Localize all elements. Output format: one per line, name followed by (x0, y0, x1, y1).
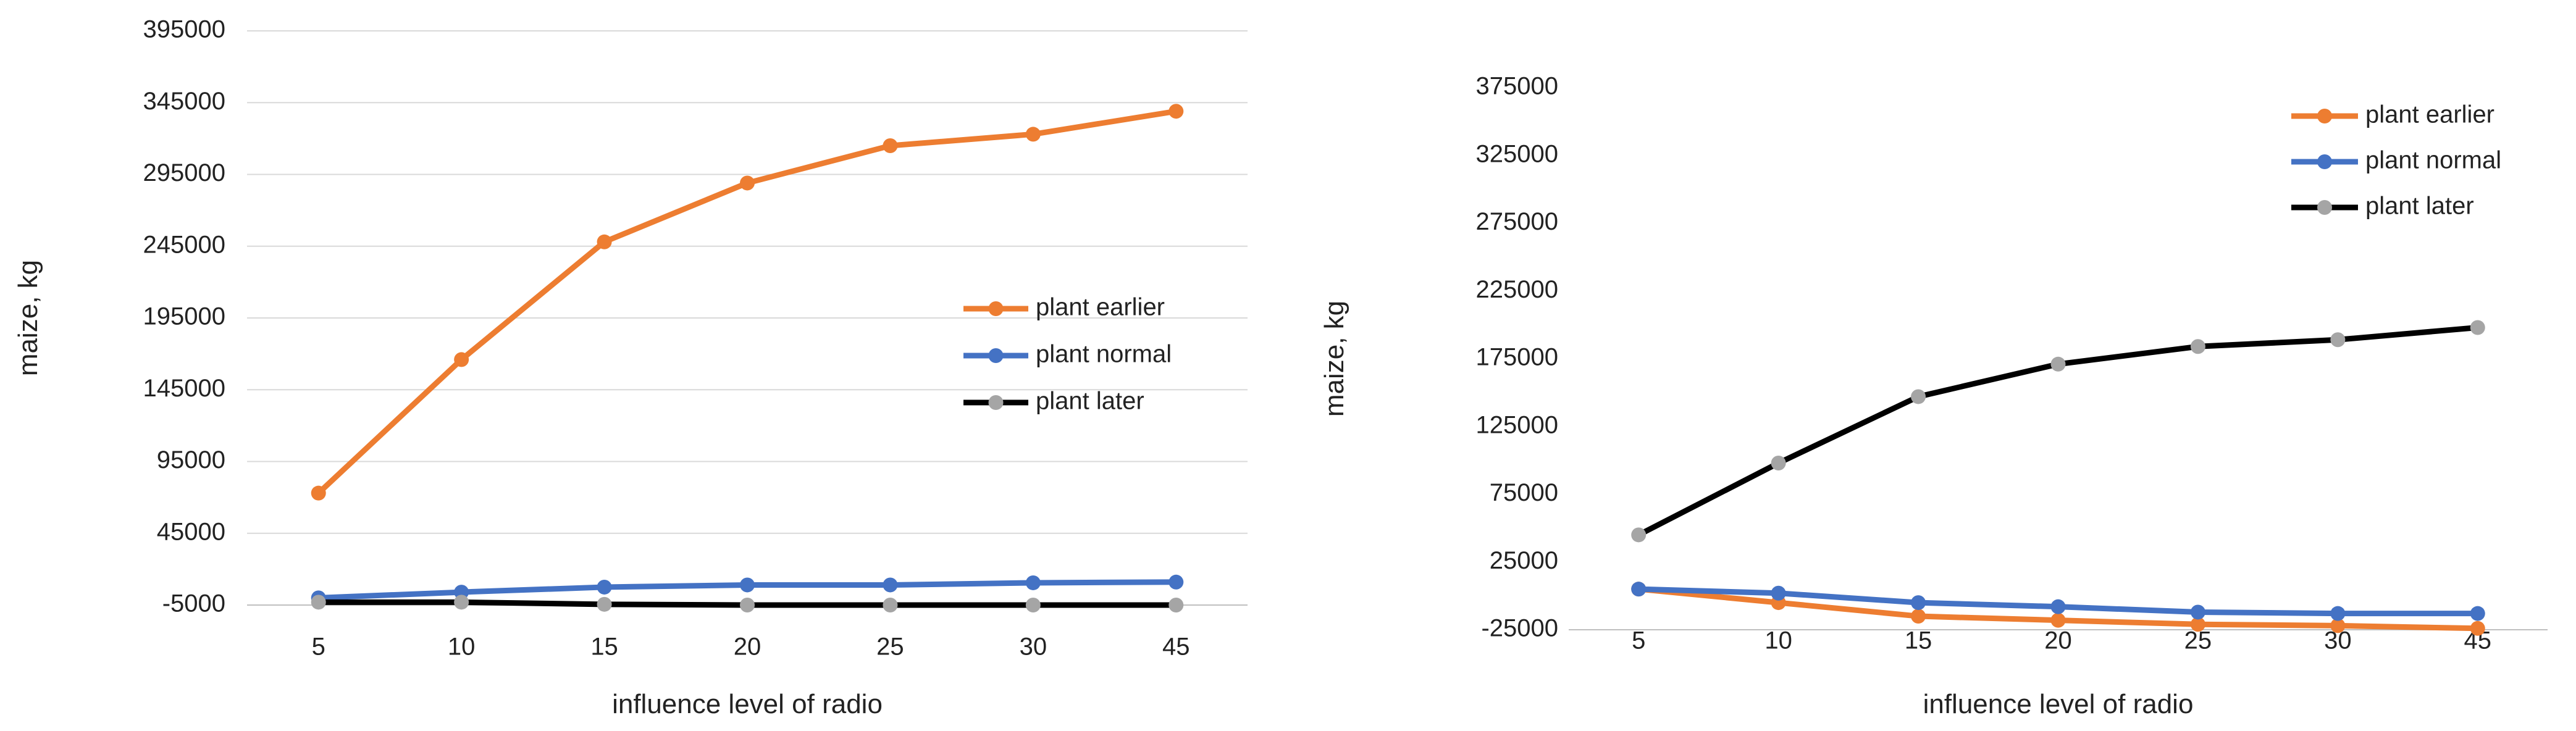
y-tick-label: 25000 (1490, 547, 1558, 574)
data-point-plant-earlier (454, 352, 469, 367)
y-tick-label: 245000 (143, 231, 225, 258)
legend-label-plant-later: plant later (1036, 388, 1144, 415)
legend-label-plant-earlier: plant earlier (2365, 101, 2494, 128)
data-point-plant-earlier (1168, 104, 1184, 119)
y-tick-label: 145000 (143, 375, 225, 402)
x-tick-label: 20 (2044, 627, 2072, 654)
y-tick-label: 275000 (1476, 208, 1558, 235)
data-point-plant-later (1168, 598, 1184, 612)
y-axis-title: maize, kg (1319, 301, 1349, 417)
legend-label-plant-normal: plant normal (1036, 341, 1172, 368)
x-tick-label: 15 (1905, 627, 1932, 654)
y-tick-label: 45000 (157, 518, 225, 545)
legend-marker-plant-later (2317, 200, 2332, 215)
data-point-plant-normal (2190, 604, 2205, 620)
data-point-plant-normal (2330, 606, 2346, 621)
data-point-plant-earlier (2330, 618, 2346, 633)
legend-marker-plant-earlier (988, 301, 1004, 316)
data-point-plant-later (454, 595, 469, 610)
data-point-plant-later (1911, 389, 1926, 404)
x-tick-label: 10 (448, 633, 476, 661)
data-point-plant-earlier (311, 485, 326, 501)
data-point-plant-earlier (1025, 127, 1041, 142)
x-axis-title: influence level of radio (1923, 689, 2194, 719)
x-tick-label: 5 (1632, 627, 1645, 654)
y-tick-label: 195000 (143, 303, 225, 330)
data-point-plant-normal (2470, 606, 2485, 621)
data-point-plant-later (2190, 339, 2205, 354)
data-point-plant-earlier (2470, 620, 2485, 636)
legend-label-plant-later: plant later (2365, 193, 2474, 220)
y-tick-label: 95000 (157, 446, 225, 474)
data-point-plant-normal (1025, 575, 1041, 590)
data-point-plant-later (2050, 356, 2066, 372)
data-point-plant-later (883, 598, 898, 612)
y-tick-label: 225000 (1476, 276, 1558, 303)
chart-right: -25000 25000 75000 125000 175000 225000 275000… (1319, 73, 2548, 719)
legend-label-plant-normal: plant normal (2365, 147, 2501, 174)
y-axis-title: maize, kg (13, 260, 43, 376)
y-tick-label: 295000 (143, 159, 225, 186)
data-point-plant-earlier (740, 175, 755, 191)
data-point-plant-earlier (2190, 617, 2205, 632)
x-tick-label: 25 (876, 633, 904, 661)
legend-label-plant-earlier: plant earlier (1036, 294, 1165, 321)
data-point-plant-normal (740, 577, 755, 593)
data-point-plant-later (1631, 527, 1647, 543)
x-tick-label: 10 (1764, 627, 1792, 654)
data-point-plant-later (597, 596, 612, 612)
legend-marker-plant-normal (988, 348, 1004, 363)
data-point-plant-normal (883, 577, 898, 593)
x-tick-label: 20 (734, 633, 761, 661)
data-point-plant-normal (1911, 595, 1926, 611)
legend-marker-plant-later (988, 395, 1004, 410)
data-point-plant-later (2470, 320, 2485, 335)
data-point-plant-normal (597, 579, 612, 595)
y-tick-label: 325000 (1476, 140, 1558, 167)
data-point-plant-earlier (597, 234, 612, 249)
y-tick-label: 395000 (143, 16, 225, 43)
data-point-plant-earlier (883, 138, 898, 153)
y-tick-label: 75000 (1490, 479, 1558, 506)
data-point-plant-earlier (2050, 612, 2066, 628)
data-point-plant-normal (2050, 599, 2066, 614)
chart-left: -5000 45000 95000 145000 195000 245000 295000 3… (13, 16, 1248, 719)
y-tick-label: 125000 (1476, 411, 1558, 438)
data-point-plant-later (1771, 456, 1786, 471)
data-point-plant-later (311, 595, 326, 610)
x-tick-label: 5 (312, 633, 325, 661)
x-tick-label: 30 (1020, 633, 1047, 661)
y-tick-label: 345000 (143, 88, 225, 115)
data-point-plant-later (1025, 598, 1041, 612)
y-tick-label: 375000 (1476, 73, 1558, 100)
legend-marker-plant-normal (2317, 154, 2332, 169)
data-point-plant-normal (1168, 574, 1184, 590)
legend-marker-plant-earlier (2317, 109, 2332, 123)
data-point-plant-later (740, 598, 755, 612)
x-axis-title: influence level of radio (612, 689, 883, 719)
data-point-plant-earlier (1911, 609, 1926, 624)
data-point-plant-later (2330, 332, 2346, 348)
x-tick-label: 15 (590, 633, 618, 661)
x-tick-label: 45 (1162, 633, 1190, 661)
y-tick-label: -25000 (1481, 615, 1558, 642)
data-point-plant-normal (1631, 582, 1647, 597)
y-tick-label: -5000 (162, 590, 225, 617)
y-tick-label: 175000 (1476, 344, 1558, 371)
data-point-plant-normal (1771, 585, 1786, 601)
